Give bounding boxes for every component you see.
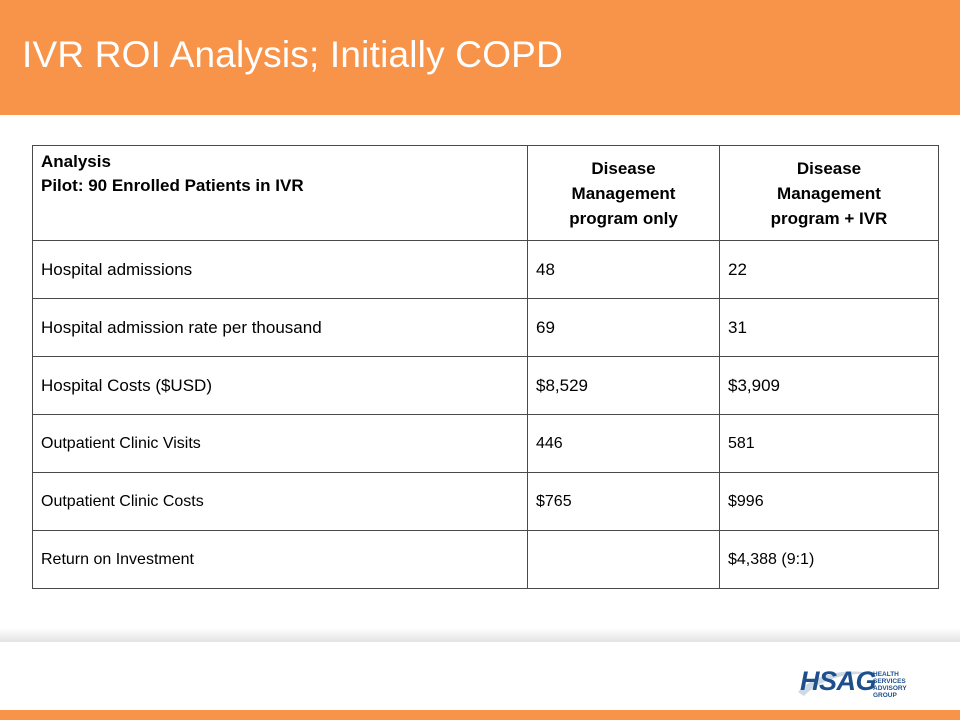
bottom-accent-bar [0,710,960,720]
header-analysis-label: Analysis [41,152,111,171]
header-dm-only-line3: program only [569,208,678,228]
table-row-hospital-admissions: Hospital admissions 48 22 [32,240,939,299]
table-header-row: Analysis Pilot: 90 Enrolled Patients in … [32,145,939,241]
logo-swoosh-icon [798,671,874,696]
footer-shadow [0,628,960,642]
logo-subtitle: HEALTH SERVICES ADVISORY GROUP [873,671,920,699]
row-dm-only-value: 69 [527,298,720,357]
header-dm-ivr: Disease Management program + IVR [719,145,939,241]
row-label: Outpatient Clinic Costs [32,472,528,531]
header-dm-only-line1: Disease [591,158,656,178]
row-dm-only-value: $8,529 [527,356,720,415]
row-dm-ivr-value: $3,909 [719,356,939,415]
table-row-admission-rate: Hospital admission rate per thousand 69 … [32,298,939,357]
roi-table: Analysis Pilot: 90 Enrolled Patients in … [32,145,939,589]
row-dm-only-value: $765 [527,472,720,531]
row-dm-ivr-value: 581 [719,414,939,473]
row-label: Hospital admission rate per thousand [32,298,528,357]
footer-band [0,642,960,710]
table-row-roi: Return on Investment $4,388 (9:1) [32,530,939,589]
row-dm-ivr-value: $996 [719,472,939,531]
row-label: Return on Investment [32,530,528,589]
row-dm-ivr-value: $4,388 (9:1) [719,530,939,589]
row-dm-only-value: 446 [527,414,720,473]
row-label: Hospital admissions [32,240,528,299]
table-row-hospital-costs: Hospital Costs ($USD) $8,529 $3,909 [32,356,939,415]
header-dm-only-line2: Management [571,183,676,203]
row-dm-ivr-value: 22 [719,240,939,299]
hsag-logo: HSAG HEALTH SERVICES ADVISORY GROUP [798,666,920,700]
row-dm-only-value [527,530,720,589]
slide-title: IVR ROI Analysis; Initially COPD [22,34,563,75]
header-dm-ivr-line2: Management [777,183,881,203]
logo-sub-line2: ADVISORY GROUP [873,685,907,699]
row-label: Hospital Costs ($USD) [32,356,528,415]
header-dm-ivr-line1: Disease [796,158,862,178]
row-dm-only-value: 48 [527,240,720,299]
row-label: Outpatient Clinic Visits [32,414,528,473]
logo-mark: HSAG [800,666,877,696]
table-row-outpatient-visits: Outpatient Clinic Visits 446 581 [32,414,939,473]
header-pilot-label: Pilot: 90 Enrolled Patients in IVR [41,176,304,195]
header-dm-ivr-line3: program + IVR [770,208,888,228]
header-dm-only: Disease Management program only [527,145,720,241]
row-dm-ivr-value: 31 [719,298,939,357]
table-row-outpatient-costs: Outpatient Clinic Costs $765 $996 [32,472,939,531]
title-bar: IVR ROI Analysis; Initially COPD [0,0,960,115]
header-analysis-cell: Analysis Pilot: 90 Enrolled Patients in … [32,145,528,241]
logo-sub-line1: HEALTH SERVICES [873,671,906,685]
